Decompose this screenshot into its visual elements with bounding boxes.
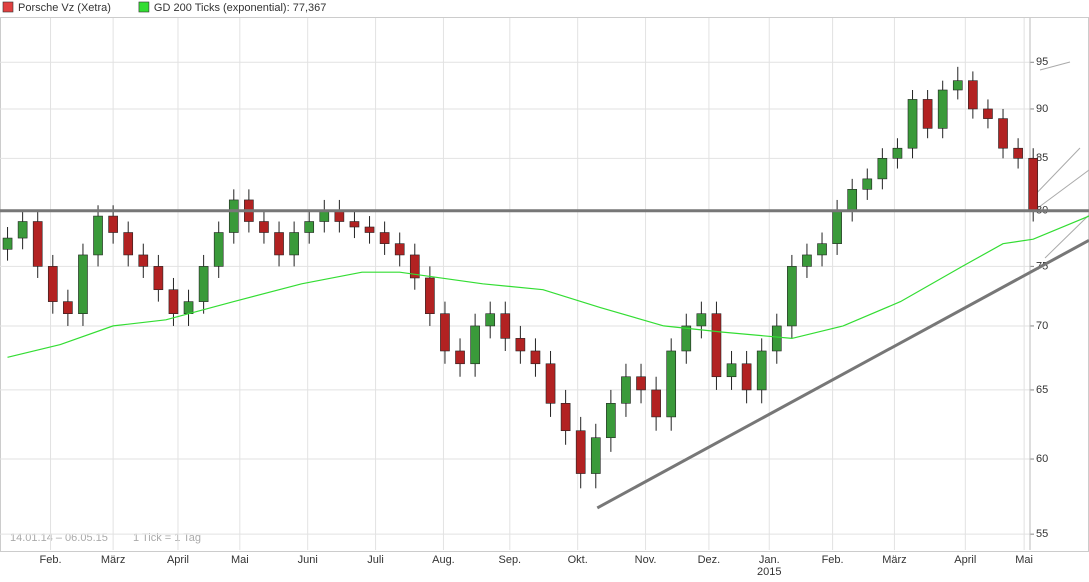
candle-body (48, 266, 57, 301)
x-tick-label: Mai (231, 554, 249, 566)
candle-body (516, 338, 525, 351)
candle-body (290, 233, 299, 255)
candle-body (350, 222, 359, 227)
candle-body (169, 290, 178, 314)
legend-label: Porsche Vz (Xetra) (18, 2, 111, 14)
candle-body (214, 233, 223, 267)
candle-body (667, 351, 676, 417)
candle-body (305, 222, 314, 233)
x-tick-label: Juni (298, 554, 318, 566)
x-tick-label: April (167, 554, 189, 566)
candle-body (697, 314, 706, 326)
candle-body (1029, 158, 1038, 210)
candle-body (18, 222, 27, 239)
x-tick-label: Feb. (40, 554, 62, 566)
candle-body (742, 364, 751, 390)
x-tick-label: Jan. (759, 554, 780, 566)
candle-body (531, 351, 540, 364)
candle-body (561, 403, 570, 430)
y-tick-label: 70 (1036, 320, 1048, 332)
candle-body (833, 211, 842, 244)
x-tick-label: April (954, 554, 976, 566)
candle-body (259, 222, 268, 233)
candle-body (727, 364, 736, 377)
candle-body (999, 119, 1008, 149)
candle-body (3, 238, 12, 249)
candle-body (365, 227, 374, 233)
x-tick-label: Mai (1015, 554, 1033, 566)
candle-body (440, 314, 449, 351)
candle-body (501, 314, 510, 339)
y-tick-label: 60 (1036, 453, 1048, 465)
candle-body (199, 266, 208, 301)
candle-body (546, 364, 555, 404)
candle-body (968, 81, 977, 109)
x-tick-label: März (101, 554, 125, 566)
candle-body (33, 222, 42, 267)
x-tick-label: Juli (367, 554, 384, 566)
candle-body (908, 99, 917, 148)
candle-body (863, 179, 872, 189)
candle-body (818, 244, 827, 255)
candle-body (893, 148, 902, 158)
candle-body (184, 302, 193, 314)
candle-body (802, 255, 811, 266)
candle-body (154, 266, 163, 289)
candle-body (757, 351, 766, 390)
candle-body (621, 377, 630, 404)
candle-body (606, 403, 615, 437)
candle-body (848, 189, 857, 210)
candle-body (124, 233, 133, 255)
legend-swatch (139, 2, 149, 12)
candle-body (938, 90, 947, 128)
candle-body (109, 216, 118, 232)
candle-body (380, 233, 389, 244)
x-tick-label: Dez. (698, 554, 721, 566)
x-tick-label: März (882, 554, 906, 566)
y-tick-label: 55 (1036, 528, 1048, 540)
y-tick-label: 90 (1036, 103, 1048, 115)
candle-body (983, 109, 992, 119)
candle-body (878, 158, 887, 179)
x-tick-label: Aug. (432, 554, 455, 566)
candle-body (576, 431, 585, 474)
year-label: 2015 (757, 566, 781, 577)
candle-body (78, 255, 87, 314)
candle-body (275, 233, 284, 255)
candle-body (1014, 148, 1023, 158)
x-tick-label: Feb. (822, 554, 844, 566)
candle-body (335, 211, 344, 222)
x-tick-label: Nov. (635, 554, 657, 566)
candle-body (471, 326, 480, 364)
candle-body (229, 200, 238, 233)
y-tick-label: 65 (1036, 384, 1048, 396)
plot-frame (1, 18, 1089, 552)
candle-body (320, 211, 329, 222)
candle-body (486, 314, 495, 326)
candle-body (591, 438, 600, 474)
candle-body (712, 314, 721, 377)
y-tick-label: 95 (1036, 56, 1048, 68)
x-tick-label: Okt. (568, 554, 588, 566)
candle-body (94, 216, 103, 255)
candle-body (953, 81, 962, 90)
candle-body (787, 266, 796, 326)
candle-body (652, 390, 661, 417)
candle-body (923, 99, 932, 128)
candle-body (63, 302, 72, 314)
candle-body (395, 244, 404, 255)
x-tick-label: Sep. (498, 554, 521, 566)
legend-label: GD 200 Ticks (exponential): 77,367 (154, 2, 326, 14)
candle-body (456, 351, 465, 364)
candle-body (139, 255, 148, 266)
candle-body (772, 326, 781, 351)
candle-body (637, 377, 646, 390)
legend-swatch (3, 2, 13, 12)
candle-body (682, 326, 691, 351)
candle-body (425, 278, 434, 314)
